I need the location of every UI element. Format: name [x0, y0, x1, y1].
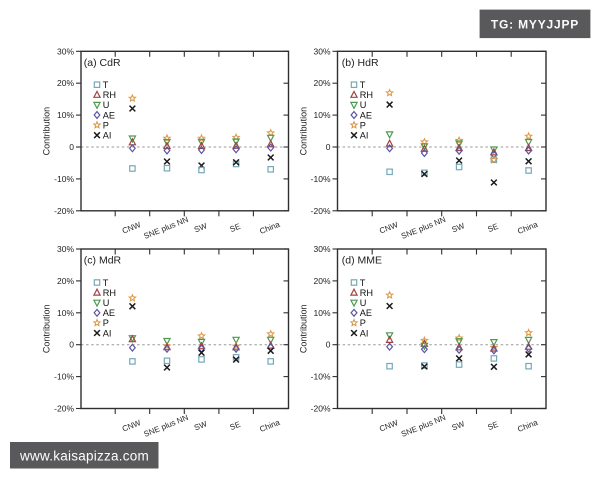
svg-text:P: P [103, 120, 109, 130]
svg-text:T: T [103, 80, 109, 90]
svg-text:AI: AI [360, 328, 369, 338]
svg-text:RH: RH [360, 288, 373, 298]
svg-text:T: T [360, 278, 366, 288]
svg-text:T: T [103, 278, 109, 288]
svg-text:U: U [103, 100, 110, 110]
svg-text:(c) MdR: (c) MdR [84, 255, 122, 267]
svg-text:30%: 30% [313, 244, 330, 254]
svg-text:-10%: -10% [311, 174, 331, 184]
svg-text:(d) MME: (d) MME [342, 255, 382, 267]
svg-text:20%: 20% [57, 78, 74, 88]
svg-text:-10%: -10% [311, 372, 331, 382]
svg-text:0: 0 [69, 142, 74, 152]
svg-text:RH: RH [103, 90, 116, 100]
svg-text:30%: 30% [57, 244, 74, 254]
svg-text:(a) CdR: (a) CdR [84, 57, 121, 69]
svg-text:AE: AE [360, 110, 372, 120]
svg-text:10%: 10% [313, 308, 330, 318]
svg-text:10%: 10% [57, 308, 74, 318]
svg-text:10%: 10% [313, 110, 330, 120]
svg-text:-10%: -10% [54, 174, 74, 184]
svg-text:-20%: -20% [54, 404, 74, 414]
svg-text:AI: AI [103, 131, 112, 141]
svg-text:P: P [360, 120, 366, 130]
svg-text:30%: 30% [313, 46, 330, 56]
svg-text:Contribution: Contribution [299, 305, 309, 354]
svg-text:(b) HdR: (b) HdR [342, 57, 379, 69]
svg-text:20%: 20% [57, 276, 74, 286]
svg-text:P: P [103, 318, 109, 328]
svg-text:AE: AE [103, 308, 115, 318]
svg-text:U: U [103, 298, 110, 308]
svg-text:P: P [360, 318, 366, 328]
svg-text:SE: SE [486, 222, 499, 234]
svg-text:AE: AE [360, 308, 372, 318]
svg-text:T: T [360, 80, 366, 90]
svg-text:SE: SE [486, 420, 499, 432]
svg-text:SE: SE [229, 420, 242, 432]
svg-text:Contribution: Contribution [42, 305, 52, 354]
svg-text:0: 0 [326, 142, 331, 152]
svg-text:AI: AI [360, 131, 369, 141]
svg-text:0: 0 [326, 340, 331, 350]
svg-text:Contribution: Contribution [42, 107, 52, 156]
svg-text:-20%: -20% [54, 206, 74, 216]
svg-text:U: U [360, 298, 367, 308]
svg-text:U: U [360, 100, 367, 110]
svg-text:-20%: -20% [311, 404, 331, 414]
svg-text:10%: 10% [57, 110, 74, 120]
svg-text:SE: SE [229, 222, 242, 234]
svg-text:30%: 30% [57, 46, 74, 56]
svg-text:TG: MYYJJPP: TG: MYYJJPP [491, 18, 579, 32]
svg-text:20%: 20% [313, 78, 330, 88]
svg-text:www.kaisapizza.com: www.kaisapizza.com [19, 449, 149, 464]
svg-text:Contribution: Contribution [299, 107, 309, 156]
svg-text:-20%: -20% [311, 206, 331, 216]
svg-text:AI: AI [103, 328, 112, 338]
svg-text:RH: RH [360, 90, 373, 100]
svg-text:-10%: -10% [54, 372, 74, 382]
svg-text:RH: RH [103, 288, 116, 298]
svg-text:0: 0 [69, 340, 74, 350]
svg-text:AE: AE [103, 110, 115, 120]
svg-text:20%: 20% [313, 276, 330, 286]
